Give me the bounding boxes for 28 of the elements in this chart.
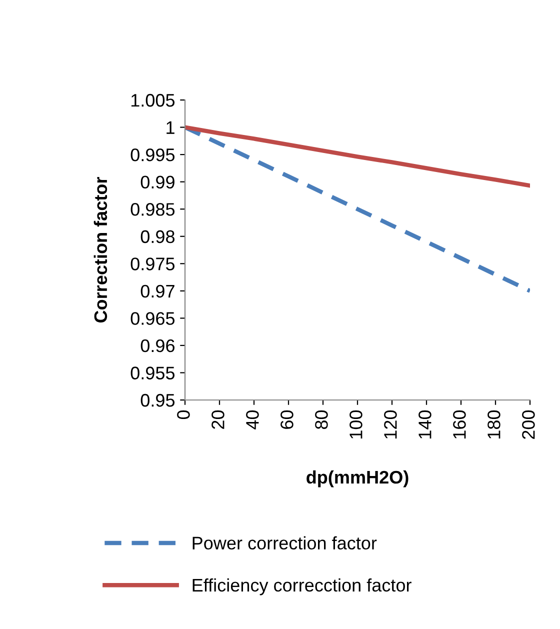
y-tick-label: 0.97 xyxy=(140,284,174,298)
x-tick-label: 160 xyxy=(453,410,466,438)
legend-label: Power correction factor xyxy=(192,536,377,550)
x-tick-label: 40 xyxy=(246,410,259,430)
y-axis-title: Correction factor xyxy=(94,177,108,322)
y-tick-label: 0.955 xyxy=(130,366,175,380)
x-tick-label: 100 xyxy=(350,410,362,438)
y-tick-label: 0.95 xyxy=(140,394,175,407)
x-tick-label: 60 xyxy=(280,410,294,429)
line-series xyxy=(185,125,530,188)
x-tick-label: 0 xyxy=(177,410,190,420)
y-tick-label: 0.985 xyxy=(130,203,175,216)
y-tick-label: 0.965 xyxy=(130,312,175,325)
y-tick-label: 0.975 xyxy=(130,258,175,270)
x-tick-label: 120 xyxy=(384,410,397,438)
x-tick-label: 180 xyxy=(488,410,500,438)
x-tick-label: 20 xyxy=(212,410,224,429)
y-tick-label: 0.995 xyxy=(130,148,175,162)
x-tick-label: 140 xyxy=(418,410,432,438)
y-tick-label: 0.96 xyxy=(140,339,174,352)
y-tick-label: 1.005 xyxy=(131,94,175,107)
x-axis-title: dp(mmH2O) xyxy=(306,470,408,488)
y-tick-label: 0.98 xyxy=(140,230,174,244)
y-tick-label: 0.99 xyxy=(140,176,174,189)
x-tick-label: 80 xyxy=(315,410,328,430)
y-tick-label: 1 xyxy=(166,121,174,134)
legend-label: Efficiency correcction factor xyxy=(192,578,412,596)
x-tick-label: 200 xyxy=(522,410,535,439)
